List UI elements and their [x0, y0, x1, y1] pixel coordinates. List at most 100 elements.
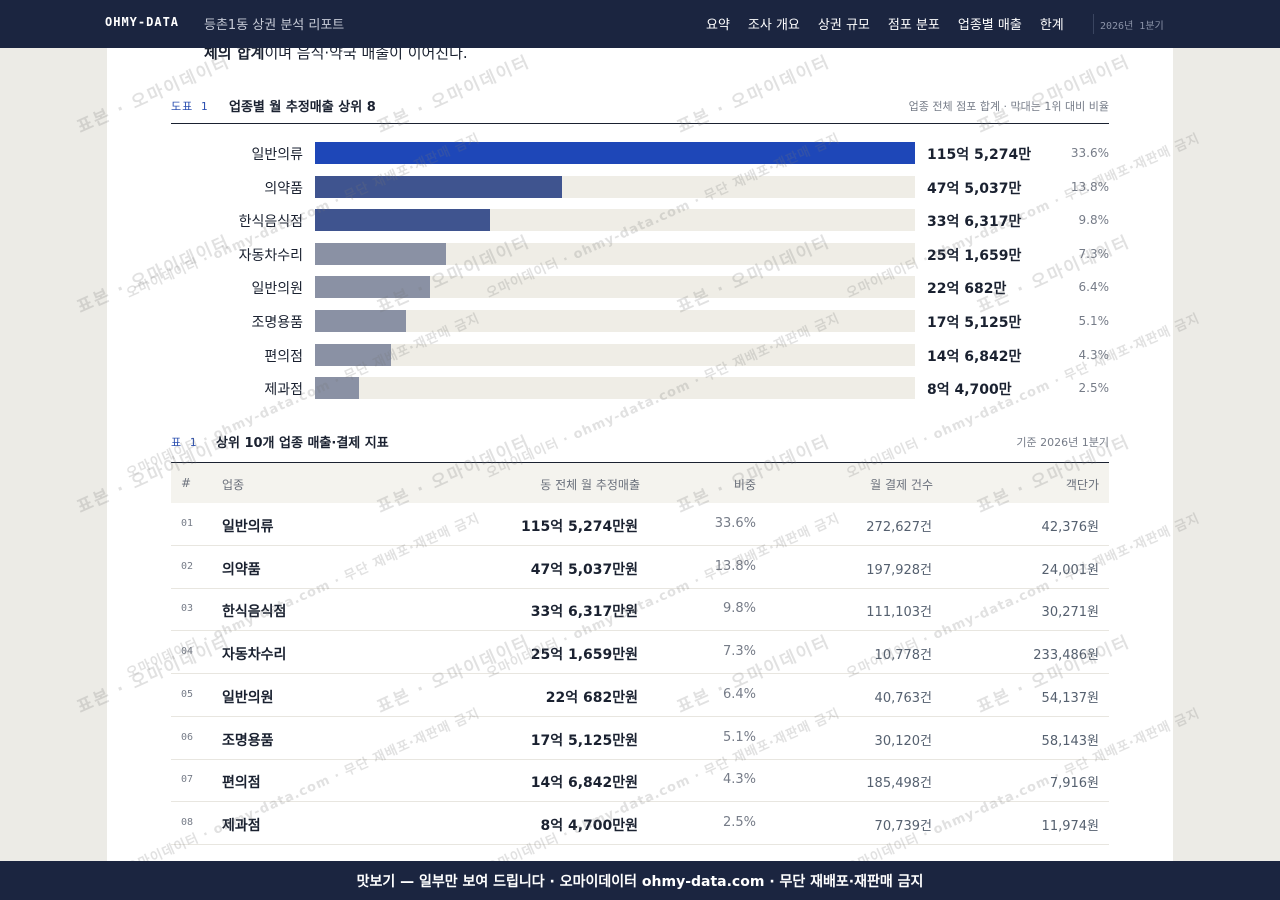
- col-share: 비중: [733, 478, 756, 492]
- bar: [315, 142, 915, 164]
- table-row[interactable]: 08 제과점 8억 4,700만원 2.5% 70,739건 11,974원: [171, 802, 1109, 845]
- nav-link-overview[interactable]: 조사 개요: [747, 18, 800, 33]
- cell-sales: 22억 682만원: [545, 689, 638, 706]
- col-industry: 업종: [222, 478, 245, 492]
- bar-share-label: 4.3%: [1078, 347, 1110, 362]
- bar-track: [315, 142, 915, 164]
- cell-avg-ticket: 11,974원: [1041, 818, 1099, 834]
- cell-sales: 25억 1,659만원: [530, 647, 638, 664]
- bar: [315, 209, 490, 232]
- nav-link-summary[interactable]: 요약: [706, 18, 730, 33]
- table-row[interactable]: 05 일반의원 22억 682만원 6.4% 40,763건 54,137원: [171, 674, 1109, 717]
- table-row[interactable]: 07 편의점 14억 6,842만원 4.3% 185,498건 7,916원: [171, 759, 1109, 803]
- bar: [315, 276, 430, 299]
- cell-rank: 04: [181, 646, 194, 658]
- nav-link-market-size[interactable]: 상권 규모: [817, 18, 870, 33]
- cell-transactions: 40,763건: [874, 690, 932, 706]
- bar-share-label: 9.8%: [1078, 213, 1110, 228]
- cell-industry: 의약품: [222, 561, 261, 578]
- bar-category-label: 조명용품: [251, 315, 303, 331]
- bar: [315, 175, 562, 198]
- cell-transactions: 70,739건: [874, 818, 932, 834]
- bar-row: 제과점 8억 4,700만 2.5%: [171, 377, 1110, 400]
- bar-row: 의약품 47억 5,037만 13.8%: [171, 175, 1109, 198]
- cell-share: 2.5%: [722, 814, 756, 830]
- bar-category-label: 일반의류: [251, 147, 303, 163]
- nav-link-store-distribution[interactable]: 점포 분포: [887, 18, 940, 33]
- nav-link-sales-by-industry[interactable]: 업종별 매출: [957, 18, 1022, 33]
- bar-row: 조명용품 17억 5,125만 5.1%: [171, 310, 1109, 332]
- col-avg-ticket: 객단가: [1065, 478, 1099, 492]
- cell-rank: 07: [181, 774, 194, 786]
- cell-share: 13.8%: [714, 558, 756, 574]
- cell-industry: 편의점: [222, 775, 261, 792]
- table-row[interactable]: 03 한식음식점 33억 6,317만원 9.8% 111,103건 30,271원: [171, 588, 1109, 632]
- cell-rank: 01: [181, 518, 194, 529]
- cell-industry: 일반의원: [222, 689, 274, 706]
- cell-avg-ticket: 42,376원: [1041, 520, 1099, 535]
- bar-track: [315, 209, 915, 232]
- bar-value-label: 14억 6,842만: [927, 348, 1022, 365]
- cell-avg-ticket: 58,143원: [1041, 733, 1099, 749]
- cell-rank: 02: [181, 560, 194, 572]
- cell-rank: 03: [181, 603, 194, 615]
- table-title: 상위 10개 업종 매출·결제 지표: [216, 436, 389, 451]
- bar-value-label: 25억 1,659만: [927, 247, 1022, 264]
- bar-category-label: 의약품: [264, 180, 303, 197]
- bar-track: [315, 310, 915, 332]
- bar-row: 일반의원 22억 682만 6.4%: [171, 276, 1110, 299]
- nav-link-limitations[interactable]: 한계: [1039, 18, 1064, 33]
- cell-sales: 8억 4,700만원: [540, 817, 638, 834]
- report-page: 체의 합계이며 음식·약국 매출이 이어진다. 도표 1 업종별 월 추정매출 …: [107, 48, 1173, 862]
- bar-share-label: 2.5%: [1078, 381, 1110, 396]
- cell-share: 5.1%: [722, 729, 756, 745]
- top-nav-bar: OHMY-DATA 등촌1동 상권 분석 리포트 요약 조사 개요 상권 규모 …: [0, 0, 1280, 48]
- bar-track: [315, 276, 915, 299]
- bar: [315, 242, 446, 265]
- cell-share: 33.6%: [714, 516, 756, 531]
- brand-logo[interactable]: OHMY-DATA: [105, 15, 180, 29]
- cell-transactions: 197,928건: [866, 562, 932, 578]
- cell-sales: 33억 6,317만원: [530, 604, 638, 621]
- table-row[interactable]: 06 조명용품 17억 5,125만원 5.1% 30,120건 58,143원: [171, 717, 1109, 760]
- bar-track: [315, 377, 915, 400]
- table-header-row: # 업종 동 전체 월 추정매출 비중 월 결제 건수 객단가: [171, 463, 1109, 503]
- bar: [315, 310, 406, 332]
- bar-share-label: 6.4%: [1078, 280, 1110, 295]
- report-title: 등촌1동 상권 분석 리포트: [204, 18, 345, 33]
- cell-transactions: 10,778건: [874, 648, 932, 664]
- bar-share-label: 5.1%: [1078, 314, 1110, 328]
- figure-note: 업종 전체 점포 합계 · 막대는 1위 대비 비율: [908, 100, 1109, 113]
- cell-rank: 05: [181, 688, 194, 700]
- bar-value-label: 33억 6,317만: [927, 214, 1022, 231]
- bar-track: [315, 175, 915, 198]
- table-row[interactable]: 02 의약품 47억 5,037만원 13.8% 197,928건 24,001원: [171, 546, 1109, 589]
- cell-rank: 06: [181, 731, 194, 743]
- cell-transactions: 185,498건: [866, 776, 932, 792]
- preview-banner: 맛보기 — 일부만 보여 드립니다 · 오마이데이터 ohmy-data.com…: [0, 861, 1280, 900]
- banner-text: 맛보기 — 일부만 보여 드립니다 · 오마이데이터 ohmy-data.com…: [356, 873, 924, 890]
- nav-divider: [1093, 14, 1094, 34]
- cell-share: 4.3%: [722, 772, 756, 788]
- bar-category-label: 한식음식점: [238, 214, 303, 231]
- cell-industry: 일반의류: [222, 519, 274, 535]
- bar-category-label: 편의점: [264, 348, 303, 365]
- table-rule: [171, 462, 1109, 463]
- col-transactions: 월 결제 건수: [870, 478, 933, 492]
- table-row[interactable]: 01 일반의류 115억 5,274만원 33.6% 272,627건 42,376원: [171, 503, 1109, 546]
- cell-sales: 14억 6,842만원: [530, 775, 638, 792]
- table-1-header: 표 1 상위 10개 업종 매출·결제 지표 기준 2026년 1분기: [171, 432, 1109, 452]
- intro-bold: 체의 합계: [204, 48, 265, 62]
- cell-share: 6.4%: [722, 686, 756, 702]
- bar-share-label: 13.8%: [1070, 179, 1109, 194]
- cell-share: 7.3%: [722, 644, 756, 660]
- cell-share: 9.8%: [722, 601, 756, 617]
- figure-rule: [171, 123, 1109, 124]
- table-row[interactable]: 04 자동차수리 25억 1,659만원 7.3% 10,778건 233,486원: [171, 631, 1109, 675]
- bar-category-label: 제과점: [264, 382, 303, 399]
- table-note: 기준 2026년 1분기: [1016, 436, 1109, 449]
- bar-value-label: 17억 5,125만: [927, 315, 1022, 331]
- bar-track: [315, 242, 915, 265]
- bar-value-label: 115억 5,274만: [927, 147, 1032, 163]
- cell-avg-ticket: 7,916원: [1049, 776, 1099, 792]
